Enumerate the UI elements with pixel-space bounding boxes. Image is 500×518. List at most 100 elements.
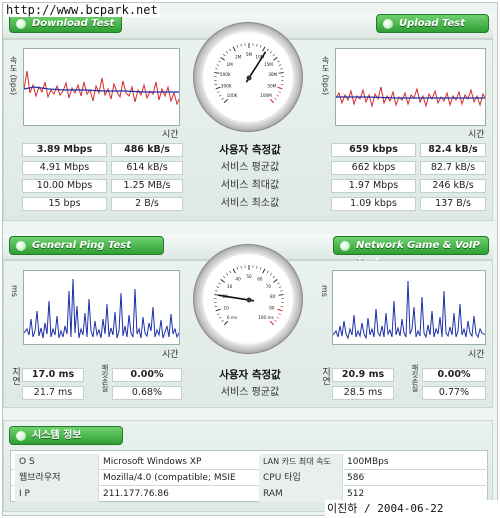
- lan-speed-value: 100MBps: [347, 457, 389, 467]
- system-info-button[interactable]: 시스템 정보: [9, 426, 123, 445]
- upload-user-kbs: 82.4 kB/s: [420, 143, 486, 157]
- gauge-tick: [223, 320, 229, 326]
- gauge-tick: [216, 64, 220, 66]
- gauge-tick: [229, 48, 232, 52]
- gauge-tick-label: 300K: [221, 83, 232, 88]
- gauge-tick-label: 100K: [227, 93, 238, 98]
- gauge-tick: [214, 72, 220, 74]
- os-value: Microsoft Windows XP: [103, 457, 202, 467]
- upload-speed-line: [336, 86, 485, 108]
- gauge-tick: [269, 51, 272, 54]
- gauge-tick: [232, 268, 236, 274]
- game-x-label: 시간: [468, 350, 485, 360]
- gauge-tick: [218, 282, 221, 285]
- general-ping-test-button[interactable]: General Ping Test: [9, 236, 164, 255]
- ping-avg-loss: 0.68%: [112, 386, 182, 400]
- gauge-tick-label: 1M: [226, 62, 233, 67]
- upload-avg-kbs: 82.7 kB/s: [420, 161, 486, 175]
- capture-timestamp: 이진하 / 2004-06-22 14:09:14: [325, 500, 500, 518]
- game-user-loss: 0.00%: [422, 368, 486, 382]
- gauge-tick: [259, 45, 262, 48]
- download-avg-mbps: 4.91 Mbps: [22, 161, 107, 175]
- ping-delay-label: 지연: [10, 367, 20, 385]
- game-chart-svg: [333, 280, 485, 340]
- gauge-tick: [215, 68, 218, 70]
- gauge-tick: [269, 273, 272, 276]
- network-game-voip-test-button[interactable]: Network Game & VoIP Test: [333, 236, 489, 268]
- cpu-type-value: 586: [347, 473, 365, 483]
- gauge-tick: [223, 54, 226, 57]
- game-delay-label: 지연: [320, 367, 330, 385]
- game-avg-delay: 28.5 ms: [332, 386, 394, 400]
- game-user-delay: 20.9 ms: [332, 368, 394, 382]
- site-url: http://www.bcpark.net: [4, 3, 160, 17]
- upload-test-button[interactable]: Upload Test: [376, 14, 489, 33]
- upload-min-kbps: 1.09 kbps: [331, 197, 416, 211]
- gauge-tick: [220, 57, 226, 61]
- download-avg-kbs: 614 kB/s: [111, 161, 183, 175]
- gauge-tick: [240, 265, 242, 269]
- indicator-dot-icon: [340, 241, 350, 251]
- lan-speed-label: LAN 카드 최대 속도: [259, 454, 343, 470]
- ram-label: RAM: [259, 486, 343, 502]
- gauge-tick: [221, 97, 224, 100]
- gauge-tick: [256, 265, 258, 269]
- gauge-tick: [278, 294, 284, 296]
- system-info-table: O S Microsoft Windows XP LAN 카드 최대 속도 10…: [10, 450, 489, 502]
- ping-user-loss: 0.00%: [112, 368, 182, 382]
- gauge-tick-label: 50M: [267, 83, 276, 88]
- gauge-tick-label: 10: [224, 305, 230, 310]
- gauge-hub: [246, 75, 252, 81]
- gauge-tick-label: 50: [246, 274, 252, 279]
- ip-value: 211.177.76.86: [103, 489, 169, 499]
- ping-gauge-dial: 0 ms102030405060708090100 ms: [214, 265, 284, 326]
- download-speed-line: [24, 70, 179, 106]
- gauge-tick: [269, 320, 275, 326]
- gauge-tick: [236, 267, 239, 270]
- ip-label: I P: [15, 486, 99, 502]
- gauge-tick: [215, 290, 218, 292]
- game-avg-loss: 0.77%: [422, 386, 486, 400]
- gauge-tick: [266, 270, 269, 274]
- download-graph: [23, 48, 180, 126]
- ping-user-measured-label: 사용자 측정값: [219, 369, 281, 381]
- gauge-tick: [221, 319, 224, 322]
- gauge-tick: [272, 54, 275, 57]
- download-chart-svg: [24, 70, 179, 106]
- gauge-tick: [274, 319, 277, 322]
- gauge-tick: [278, 286, 282, 288]
- gauge-tick: [216, 286, 220, 288]
- download-user-kbs: 486 kB/s: [111, 143, 183, 157]
- gauge-tick: [217, 91, 220, 93]
- gauge-tick: [269, 98, 275, 104]
- upload-average-line: [336, 96, 485, 99]
- upload-user-kbps: 659 kbps: [331, 143, 416, 157]
- ping-gauge: 0 ms102030405060708090100 ms: [193, 244, 303, 354]
- upload-max-kbs: 246 kB/s: [420, 179, 486, 193]
- gauge-tick-label: 100 ms: [258, 315, 274, 320]
- gauge-tick-label: 30M: [268, 72, 277, 77]
- download-max-kbs: 1.25 MB/s: [111, 179, 183, 193]
- download-average-line: [24, 86, 179, 93]
- ping-x-label: 시간: [162, 350, 179, 360]
- gauge-tick: [229, 270, 232, 274]
- ping-chart-svg: [24, 278, 179, 339]
- gauge-tick: [223, 276, 226, 279]
- ping-loss-label: 패킷손실: [101, 364, 109, 392]
- download-max-mbps: 10.00 Mbps: [22, 179, 107, 193]
- ping-avg-delay: 21.7 ms: [22, 386, 84, 400]
- cpu-type-label: CPU 타입: [259, 470, 343, 486]
- gauge-tick: [278, 72, 284, 74]
- system-info-label: 시스템 정보: [32, 430, 82, 441]
- indicator-dot-icon: [16, 19, 26, 29]
- gauge-tick: [236, 45, 239, 48]
- ping-graph: [23, 270, 180, 345]
- upload-chart-svg: [336, 86, 485, 108]
- gauge-tick: [278, 313, 281, 315]
- gauge-tick-label: 80: [270, 294, 276, 299]
- game-y-label: ms: [320, 285, 329, 297]
- upload-graph: [335, 48, 486, 126]
- ping-service-average-label: 서비스 평균값: [220, 387, 280, 398]
- gauge-tick: [274, 97, 277, 100]
- download-min-kbs: 2 B/s: [111, 197, 183, 211]
